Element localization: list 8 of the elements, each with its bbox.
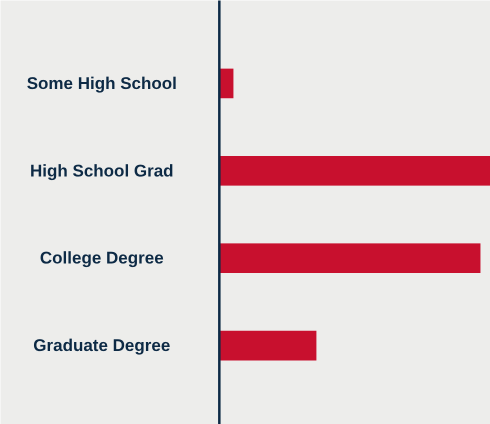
y-tick-label: Graduate Degree: [33, 336, 170, 356]
bar: [219, 68, 234, 98]
y-tick-label: High School Grad: [30, 161, 174, 180]
y-tick-label: Some High School: [26, 74, 177, 93]
y-tick-label: College Degree: [40, 248, 164, 268]
bar: [219, 330, 316, 360]
bar: [219, 243, 480, 274]
bar: [219, 156, 490, 186]
